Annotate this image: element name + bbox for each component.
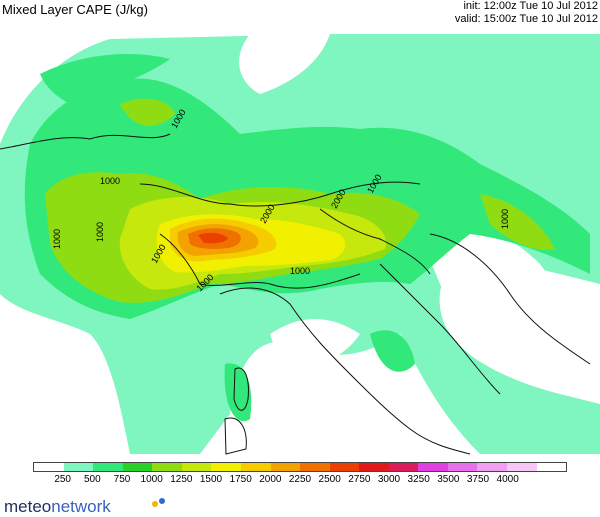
color-scale-tick-label: 2500: [318, 474, 341, 485]
country-border: [159, 233, 361, 289]
color-scale-tick-label: 1750: [229, 474, 252, 485]
cape-band-2750: [198, 232, 228, 244]
cape-gap: [420, 224, 600, 394]
contour-label: 1000: [290, 266, 310, 276]
logo-dots-icon: [152, 498, 168, 508]
contour-label: 1000: [52, 229, 62, 249]
color-scale-swatch: [34, 463, 64, 471]
cape-band-500: [224, 363, 252, 422]
italy-coast: [379, 263, 501, 395]
init-time: init: 12:00z Tue 10 Jul 2012: [463, 0, 598, 12]
color-scale-swatch: [536, 463, 567, 471]
color-scale-swatch: [329, 463, 360, 471]
color-scale-swatch: [152, 463, 182, 471]
color-scale-tick-label: 500: [83, 474, 101, 485]
color-scale-swatch: [240, 463, 271, 471]
color-scale-swatch: [300, 463, 330, 471]
corsica: [233, 367, 249, 411]
color-scale-tick-label: 2250: [288, 474, 312, 485]
logo-dot-icon: [159, 498, 165, 504]
color-scale-swatch: [447, 463, 478, 471]
cape-map: 1000 1000 1000 1000 1000 1000 1000 1000 …: [0, 34, 600, 456]
logo-part-a: meteo: [4, 497, 52, 516]
country-border: [319, 208, 431, 275]
meteonetwork-logo: meteonetwork: [4, 497, 111, 517]
sardinia: [224, 417, 247, 455]
color-scale-tick-label: 1500: [199, 474, 223, 485]
color-scale-tick-label: 1250: [170, 474, 193, 485]
cape-band-500: [40, 54, 170, 104]
color-scale-tick-label: 4000: [496, 474, 519, 485]
color-scale-tick-label: 750: [113, 474, 131, 485]
italy-coast: [219, 287, 471, 455]
color-scale-ticks: 250 500 750 1000 1250 1500 1750 2000 2250 2500 275…: [0, 474, 600, 488]
color-scale-tick-label: 3500: [437, 474, 460, 485]
cape-band-750: [480, 194, 555, 250]
color-scale-tick-label: 1000: [140, 474, 163, 485]
valid-time: valid: 15:00z Tue 10 Jul 2012: [454, 13, 598, 25]
cape-band-500: [370, 330, 415, 372]
country-border: [139, 181, 421, 207]
logo-dot-icon: [152, 501, 158, 507]
cape-band-750: [120, 98, 175, 126]
color-scale-tick-label: 3250: [407, 474, 430, 485]
color-scale-swatch: [388, 463, 419, 471]
color-scale-swatch: [418, 463, 448, 471]
adriatic-coast: [429, 233, 591, 365]
color-scale-tick-label: 3750: [466, 474, 490, 485]
color-scale-tick-label: 3000: [377, 474, 401, 485]
color-scale-tick-label: 250: [54, 474, 71, 485]
borders: [0, 133, 591, 455]
color-scale-swatch: [63, 463, 94, 471]
cape-gap: [239, 34, 330, 94]
color-scale-swatch: [477, 463, 507, 471]
color-scale-tick-label: 2750: [348, 474, 371, 485]
color-scale-tick-label: 2000: [259, 474, 282, 485]
color-scale-swatch: [122, 463, 153, 471]
color-scale-swatch: [359, 463, 389, 471]
color-scale-swatch: [211, 463, 241, 471]
color-scale-swatch: [181, 463, 212, 471]
contour-labels: 1000 1000 1000 1000 1000 1000 1000 1000 …: [52, 108, 510, 294]
logo-part-b: network: [51, 497, 111, 516]
color-scale-swatch: [93, 463, 123, 471]
cape-gap: [0, 314, 95, 456]
cape-gap: [270, 319, 360, 368]
contour-label: 1000: [95, 222, 105, 242]
color-scale-swatch: [507, 463, 537, 471]
contour-label: 1000: [100, 176, 120, 186]
color-scale-bar: [33, 462, 567, 472]
color-scale-swatch: [270, 463, 301, 471]
map-title: Mixed Layer CAPE (J/kg): [2, 2, 148, 17]
coastline: [0, 133, 171, 150]
run-times: init: 12:00z Tue 10 Jul 2012 valid: 15:0…: [455, 0, 598, 26]
contour-label: 1000: [500, 209, 510, 229]
